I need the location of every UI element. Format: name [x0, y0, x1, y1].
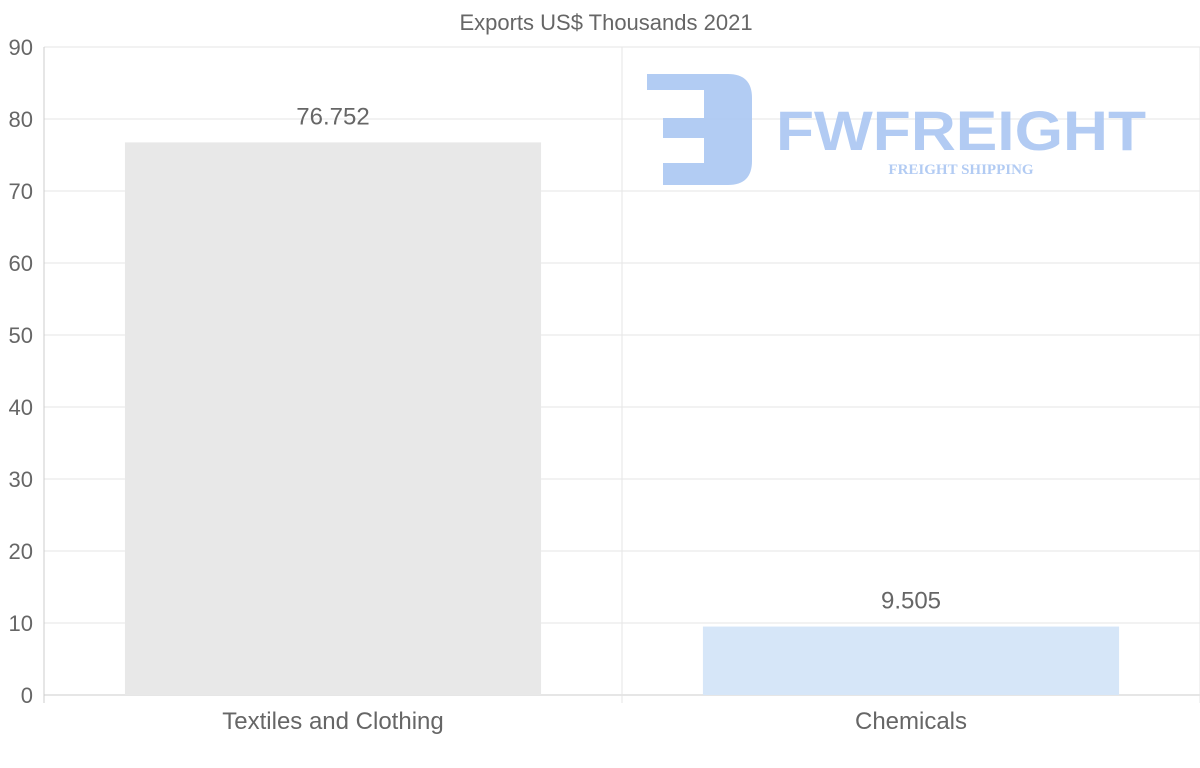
bar: [124, 142, 542, 695]
logo-mark-icon: [647, 74, 752, 185]
y-tick-label: 40: [9, 395, 33, 420]
y-tick-label: 70: [9, 179, 33, 204]
y-tick-label: 90: [9, 35, 33, 60]
y-tick-label: 80: [9, 107, 33, 132]
bar: [702, 626, 1120, 695]
bars: 76.752 9.505: [124, 103, 1120, 695]
x-tick-label: Textiles and Clothing: [222, 708, 443, 735]
watermark-logo: FWFREIGHT FREIGHT SHIPPING: [647, 74, 1146, 185]
logo-brand-text: FWFREIGHT: [776, 99, 1146, 162]
x-axis-labels: Textiles and Clothing Chemicals: [222, 708, 967, 735]
y-tick-label: 30: [9, 467, 33, 492]
y-tick-label: 20: [9, 539, 33, 564]
data-label: 76.752: [296, 103, 369, 130]
y-axis-ticks: 0 10 20 30 40 50 60 70 80 90: [9, 35, 33, 708]
y-tick-label: 0: [21, 683, 33, 708]
logo-tagline-text: FREIGHT SHIPPING: [888, 162, 1033, 178]
x-tick-label: Chemicals: [855, 708, 967, 735]
data-label: 9.505: [881, 588, 941, 615]
chart-title: Exports US$ Thousands 2021: [459, 10, 752, 35]
y-tick-label: 10: [9, 611, 33, 636]
y-tick-label: 60: [9, 251, 33, 276]
y-tick-label: 50: [9, 323, 33, 348]
